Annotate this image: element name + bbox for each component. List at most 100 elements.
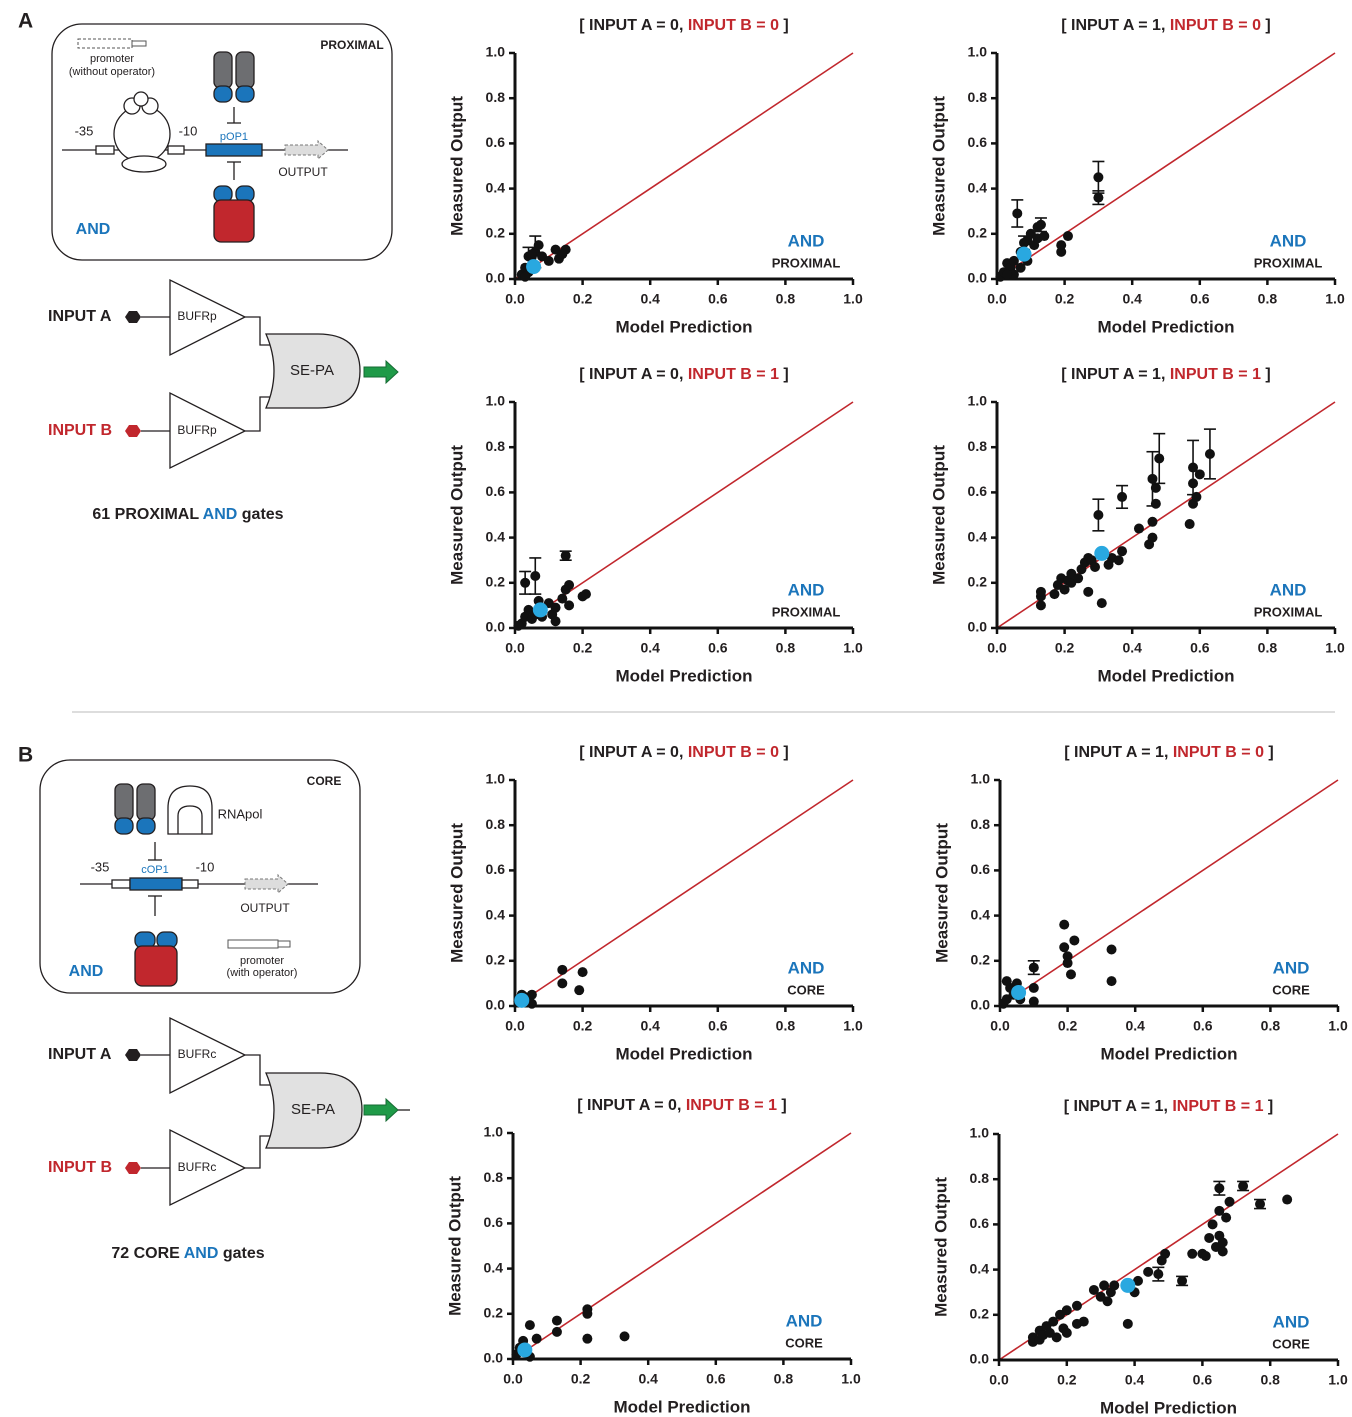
minus10: -10 (179, 123, 198, 138)
data-point (530, 571, 540, 581)
data-point (1093, 510, 1103, 520)
y-tick-label: 0.6 (968, 483, 988, 499)
title-part: INPUT B = 1 (1170, 366, 1261, 383)
promoter-label: (with operator) (227, 967, 298, 979)
inducer-b (125, 425, 141, 437)
x-tick-label: 0.0 (989, 1372, 1009, 1388)
y-axis-label: Measured Output (447, 96, 466, 236)
data-point (1160, 1249, 1170, 1259)
y-tick-label: 0.4 (486, 179, 506, 195)
title-part: [ INPUT A = 0, (579, 17, 688, 34)
y-axis-label: Measured Output (929, 96, 948, 236)
logic-label: SE-PA (291, 1101, 335, 1118)
annotation-gate: AND (1270, 231, 1307, 250)
y-tick-label: 0.4 (968, 179, 988, 195)
data-point (1147, 517, 1157, 527)
rna-polymerase (168, 786, 212, 834)
highlight-point (1120, 1278, 1135, 1293)
data-point (520, 272, 530, 282)
annotation-gate: AND (788, 958, 825, 977)
x-axis-label: Model Prediction (1098, 666, 1235, 685)
data-point (1117, 492, 1127, 502)
repressor (214, 86, 232, 102)
x-tick-label: 0.4 (1122, 640, 1142, 656)
figure: A B promoter (without operator) PROXIMAL… (0, 0, 1352, 1417)
x-tick-label: 0.8 (1260, 1372, 1280, 1388)
x-tick-label: 0.0 (987, 640, 1007, 656)
chart-title: [ INPUT A = 1, INPUT B = 1 ] (1064, 1098, 1274, 1115)
x-tick-label: 0.8 (776, 291, 796, 307)
buffer-label: BUFRp (177, 309, 217, 323)
x-tick-label: 0.4 (1122, 291, 1142, 307)
y-tick-label: 0.6 (484, 1214, 504, 1230)
data-point (1214, 1183, 1224, 1193)
x-tick-label: 1.0 (1328, 1018, 1348, 1034)
promoter-icon (228, 940, 278, 948)
annotation-gate: AND (1270, 580, 1307, 599)
annotation-gate: AND (788, 231, 825, 250)
annotation-gate: AND (786, 1311, 823, 1330)
caption-text: 61 PROXIMAL (92, 506, 202, 523)
y-tick-label: 0.6 (486, 483, 506, 499)
data-point (1109, 1280, 1119, 1290)
buffer-label: BUFRc (178, 1160, 217, 1174)
y-tick-label: 1.0 (484, 1124, 504, 1140)
chart-title: [ INPUT A = 0, INPUT B = 1 ] (579, 366, 789, 383)
title-part: ] (1261, 17, 1271, 34)
x-tick-label: 0.0 (503, 1371, 523, 1387)
y-tick-label: 0.0 (968, 619, 988, 635)
data-point (1002, 976, 1012, 986)
title-part: INPUT B = 1 (688, 366, 779, 383)
box-35 (112, 880, 130, 888)
data-point (561, 551, 571, 561)
data-point (1072, 1301, 1082, 1311)
chart-title: [ INPUT A = 1, INPUT B = 1 ] (1061, 366, 1271, 383)
y-tick-label: 0.6 (486, 134, 506, 150)
y-tick-label: 0.4 (484, 1259, 504, 1275)
gate-label: AND (69, 963, 104, 980)
operator (206, 144, 262, 156)
y-tick-label: 0.2 (486, 225, 506, 241)
title-part: ] (777, 1097, 787, 1114)
data-point (1221, 1213, 1231, 1223)
output-arrow (364, 1099, 398, 1121)
caption-text: 72 CORE (111, 1245, 183, 1262)
title-part: [ INPUT A = 1, (1061, 17, 1170, 34)
title-part: ] (779, 366, 789, 383)
data-point (1093, 172, 1103, 182)
caption-text: AND (184, 1245, 219, 1262)
x-tick-label: 0.6 (708, 640, 728, 656)
y-tick-label: 1.0 (968, 44, 988, 60)
data-point (1062, 1305, 1072, 1315)
annotation-type: CORE (1272, 1336, 1310, 1351)
data-point (1097, 598, 1107, 608)
promoter-icon (78, 39, 132, 48)
data-point (1049, 589, 1059, 599)
x-tick-label: 1.0 (843, 1018, 863, 1034)
data-point (1151, 499, 1161, 509)
y-tick-label: 0.6 (970, 1215, 990, 1231)
diagram-core: CORE RNApol -35 cOP1 -10 OUTPUT promoter… (40, 760, 360, 993)
title-part: INPUT B = 1 (1172, 1098, 1263, 1115)
data-point (552, 1327, 562, 1337)
repressor (135, 946, 177, 986)
y-tick-label: 0.2 (968, 574, 988, 590)
annotation-type: CORE (787, 982, 825, 997)
inducer-a (125, 311, 141, 323)
x-axis-label: Model Prediction (1098, 317, 1235, 336)
x-tick-label: 0.2 (1057, 1372, 1077, 1388)
scatter-chart: [ INPUT A = 1, INPUT B = 1 ]0.00.20.40.6… (931, 1098, 1347, 1417)
data-point (1147, 474, 1157, 484)
title-part: ] (779, 17, 789, 34)
data-point (1218, 1237, 1228, 1247)
y-tick-label: 0.6 (968, 134, 988, 150)
y-tick-label: 0.0 (486, 619, 506, 635)
chart-title: [ INPUT A = 1, INPUT B = 0 ] (1064, 744, 1274, 761)
data-point (1039, 231, 1049, 241)
annotation-type: PROXIMAL (772, 255, 841, 270)
data-point (1083, 587, 1093, 597)
data-point (1208, 1219, 1218, 1229)
data-point (1102, 1296, 1112, 1306)
output-gene (285, 141, 328, 159)
data-point (1177, 1276, 1187, 1286)
